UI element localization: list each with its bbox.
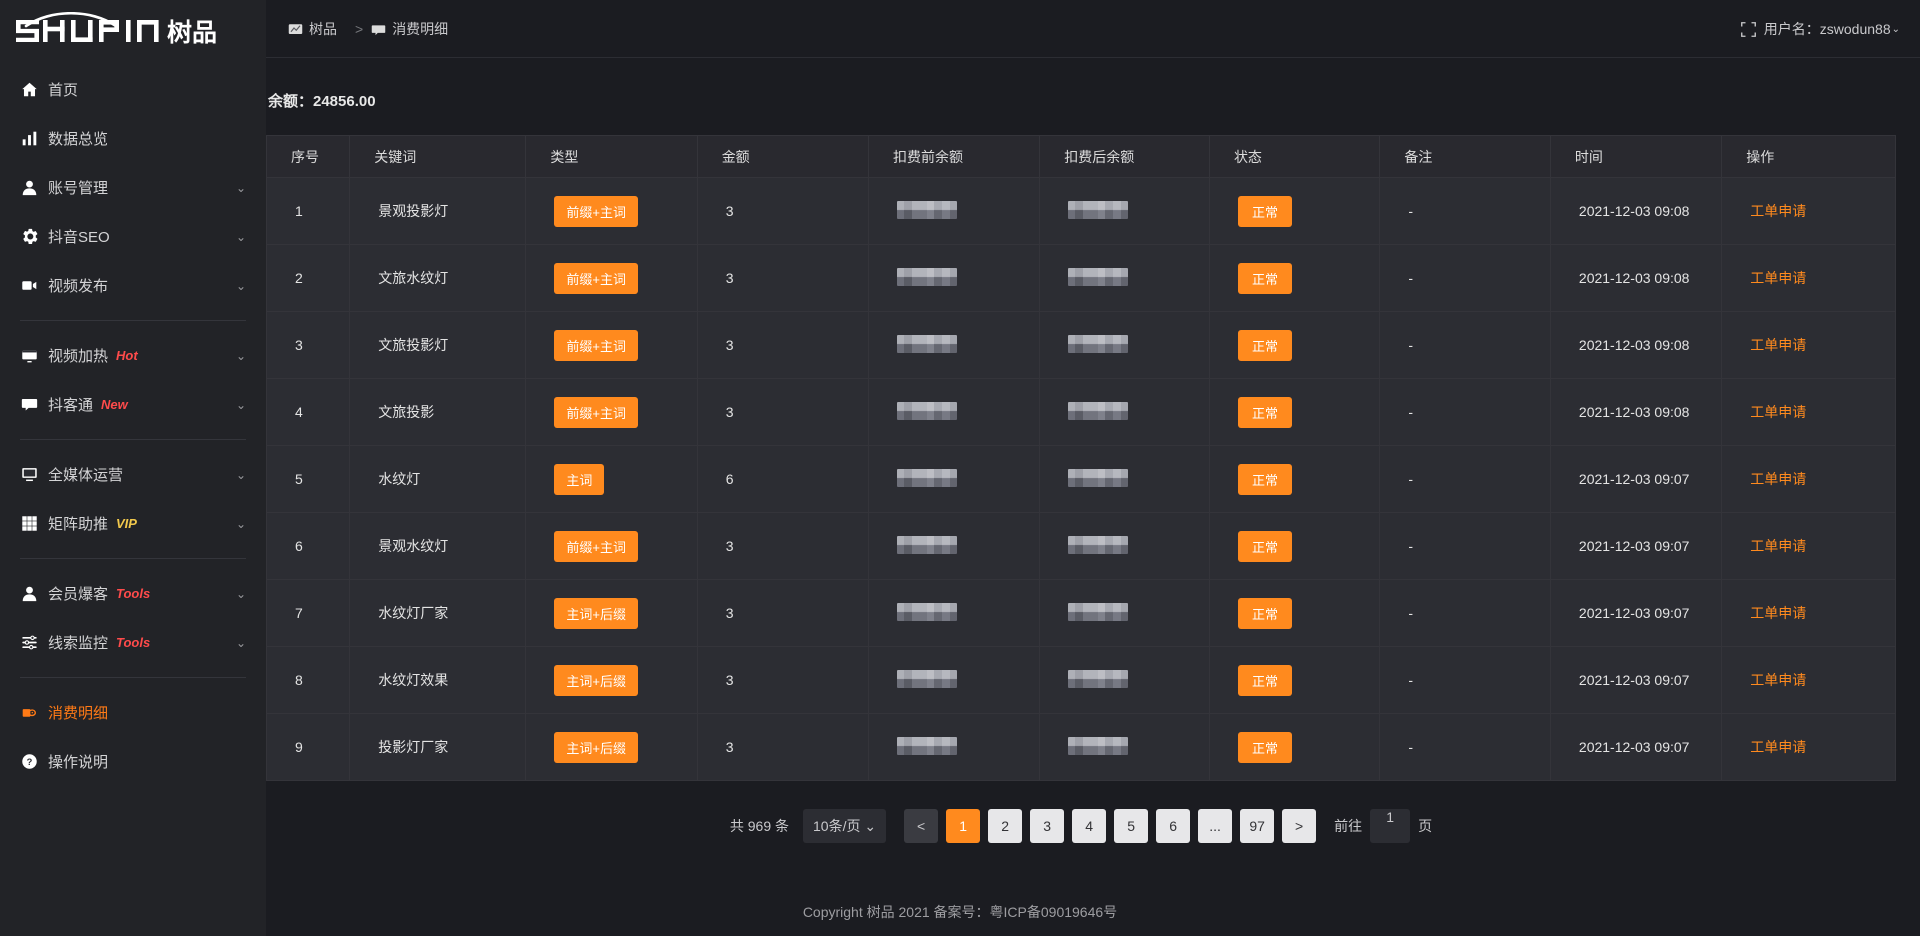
svg-text:?: ? <box>26 757 32 767</box>
svg-text:树品: 树品 <box>167 19 217 46</box>
